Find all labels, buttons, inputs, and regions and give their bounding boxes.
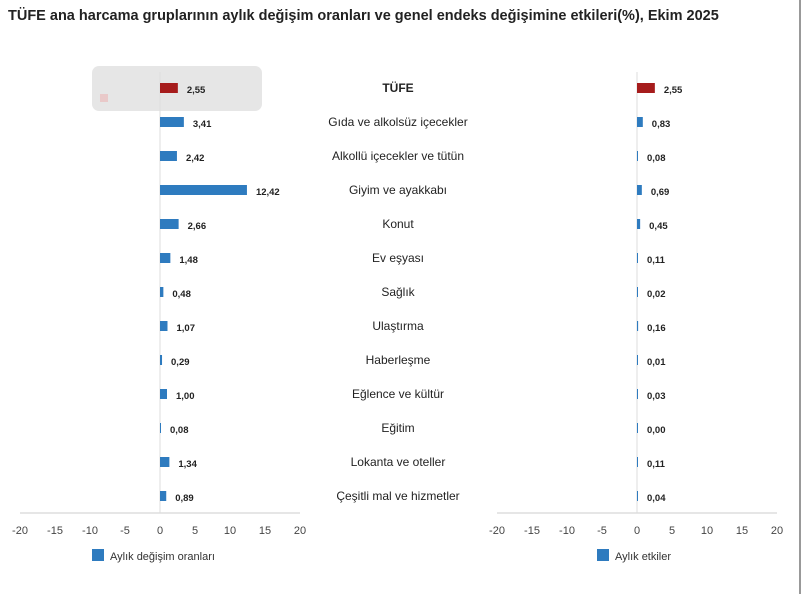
left-bar-2 xyxy=(160,151,177,161)
right-bar-2 xyxy=(637,151,638,161)
right-value-label-11: 0,11 xyxy=(647,459,666,470)
right-value-label-8: 0,01 xyxy=(647,357,666,368)
left-x-tick-7: 15 xyxy=(259,525,271,537)
left-value-label-1: 3,41 xyxy=(193,119,212,130)
right-x-tick-6: 10 xyxy=(701,525,713,537)
right-x-tick-0: -20 xyxy=(489,525,505,537)
right-bar-7 xyxy=(637,321,639,331)
category-label-4: Konut xyxy=(382,217,414,231)
right-legend-swatch xyxy=(597,549,609,561)
left-x-tick-2: -10 xyxy=(82,525,98,537)
right-value-label-1: 0,83 xyxy=(652,119,671,130)
left-bar-8 xyxy=(160,355,163,365)
left-bar-4 xyxy=(160,219,179,229)
left-x-tick-5: 5 xyxy=(192,525,198,537)
right-bar-4 xyxy=(637,219,641,229)
right-legend-label: Aylık etkiler xyxy=(615,551,671,563)
left-x-tick-8: 20 xyxy=(294,525,306,537)
right-value-label-2: 0,08 xyxy=(647,153,666,164)
category-label-5: Ev eşyası xyxy=(372,251,424,265)
left-x-tick-3: -5 xyxy=(120,525,130,537)
category-label-9: Eğlence ve kültür xyxy=(352,387,444,401)
right-x-tick-1: -15 xyxy=(524,525,540,537)
left-bar-5 xyxy=(160,253,171,263)
left-x-tick-6: 10 xyxy=(224,525,236,537)
right-x-tick-3: -5 xyxy=(597,525,607,537)
category-label-6: Sağlık xyxy=(381,285,415,299)
right-bar-5 xyxy=(637,253,638,263)
category-label-12: Çeşitli mal ve hizmetler xyxy=(336,489,459,503)
right-value-label-3: 0,69 xyxy=(651,187,670,198)
right-value-label-7: 0,16 xyxy=(647,323,666,334)
left-x-tick-0: -20 xyxy=(12,525,28,537)
right-value-label-9: 0,03 xyxy=(647,391,666,402)
right-x-tick-4: 0 xyxy=(634,525,640,537)
right-bar-1 xyxy=(637,117,643,127)
right-value-label-10: 0,00 xyxy=(647,425,666,436)
left-legend-swatch xyxy=(92,549,104,561)
category-label-0: TÜFE xyxy=(382,80,413,95)
left-bar-6 xyxy=(160,287,164,297)
right-bar-10 xyxy=(637,423,638,433)
right-x-tick-8: 20 xyxy=(771,525,783,537)
right-bar-3 xyxy=(637,185,642,195)
category-label-1: Gıda ve alkolsüz içecekler xyxy=(328,115,467,129)
right-value-label-4: 0,45 xyxy=(649,221,668,232)
right-value-label-5: 0,11 xyxy=(647,255,666,266)
tufe-highlight-marker xyxy=(100,94,108,102)
right-bar-6 xyxy=(637,287,638,297)
left-bar-11 xyxy=(160,457,170,467)
left-bar-12 xyxy=(160,491,167,501)
left-value-label-9: 1,00 xyxy=(176,391,195,402)
left-x-tick-1: -15 xyxy=(47,525,63,537)
left-legend-label: Aylık değişim oranları xyxy=(110,551,215,563)
right-value-label-12: 0,04 xyxy=(647,493,666,504)
category-label-8: Haberleşme xyxy=(366,353,431,367)
left-value-label-8: 0,29 xyxy=(171,357,190,368)
left-value-label-4: 2,66 xyxy=(188,221,207,232)
left-value-label-5: 1,48 xyxy=(179,255,198,266)
left-value-label-7: 1,07 xyxy=(176,323,195,334)
left-bar-9 xyxy=(160,389,167,399)
category-label-3: Giyim ve ayakkabı xyxy=(349,183,447,197)
left-bar-10 xyxy=(160,423,161,433)
right-border xyxy=(799,0,801,594)
left-bar-1 xyxy=(160,117,184,127)
category-label-11: Lokanta ve oteller xyxy=(351,455,446,469)
left-value-label-3: 12,42 xyxy=(256,187,280,198)
category-label-10: Eğitim xyxy=(381,421,414,435)
left-bar-0 xyxy=(160,83,178,93)
right-value-label-0: 2,55 xyxy=(664,85,683,96)
chart-title: TÜFE ana harcama gruplarının aylık değiş… xyxy=(8,8,719,24)
right-bar-12 xyxy=(637,491,638,501)
right-x-tick-7: 15 xyxy=(736,525,748,537)
left-value-label-6: 0,48 xyxy=(172,289,191,300)
right-x-tick-2: -10 xyxy=(559,525,575,537)
left-x-tick-4: 0 xyxy=(157,525,163,537)
left-bar-7 xyxy=(160,321,168,331)
right-bar-0 xyxy=(637,83,655,93)
left-value-label-2: 2,42 xyxy=(186,153,205,164)
left-value-label-0: 2,55 xyxy=(187,85,206,96)
category-label-2: Alkollü içecekler ve tütün xyxy=(332,149,464,163)
right-bar-8 xyxy=(637,355,638,365)
right-bar-9 xyxy=(637,389,638,399)
category-label-7: Ulaştırma xyxy=(372,319,424,333)
right-value-label-6: 0,02 xyxy=(647,289,666,300)
left-bar-3 xyxy=(160,185,247,195)
left-value-label-12: 0,89 xyxy=(175,493,194,504)
left-value-label-10: 0,08 xyxy=(170,425,189,436)
left-value-label-11: 1,34 xyxy=(178,459,197,470)
right-bar-11 xyxy=(637,457,638,467)
right-x-tick-5: 5 xyxy=(669,525,675,537)
